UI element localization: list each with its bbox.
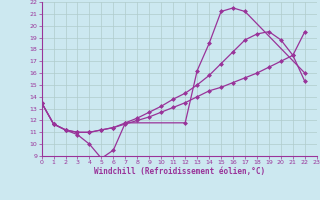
X-axis label: Windchill (Refroidissement éolien,°C): Windchill (Refroidissement éolien,°C) [94, 167, 265, 176]
